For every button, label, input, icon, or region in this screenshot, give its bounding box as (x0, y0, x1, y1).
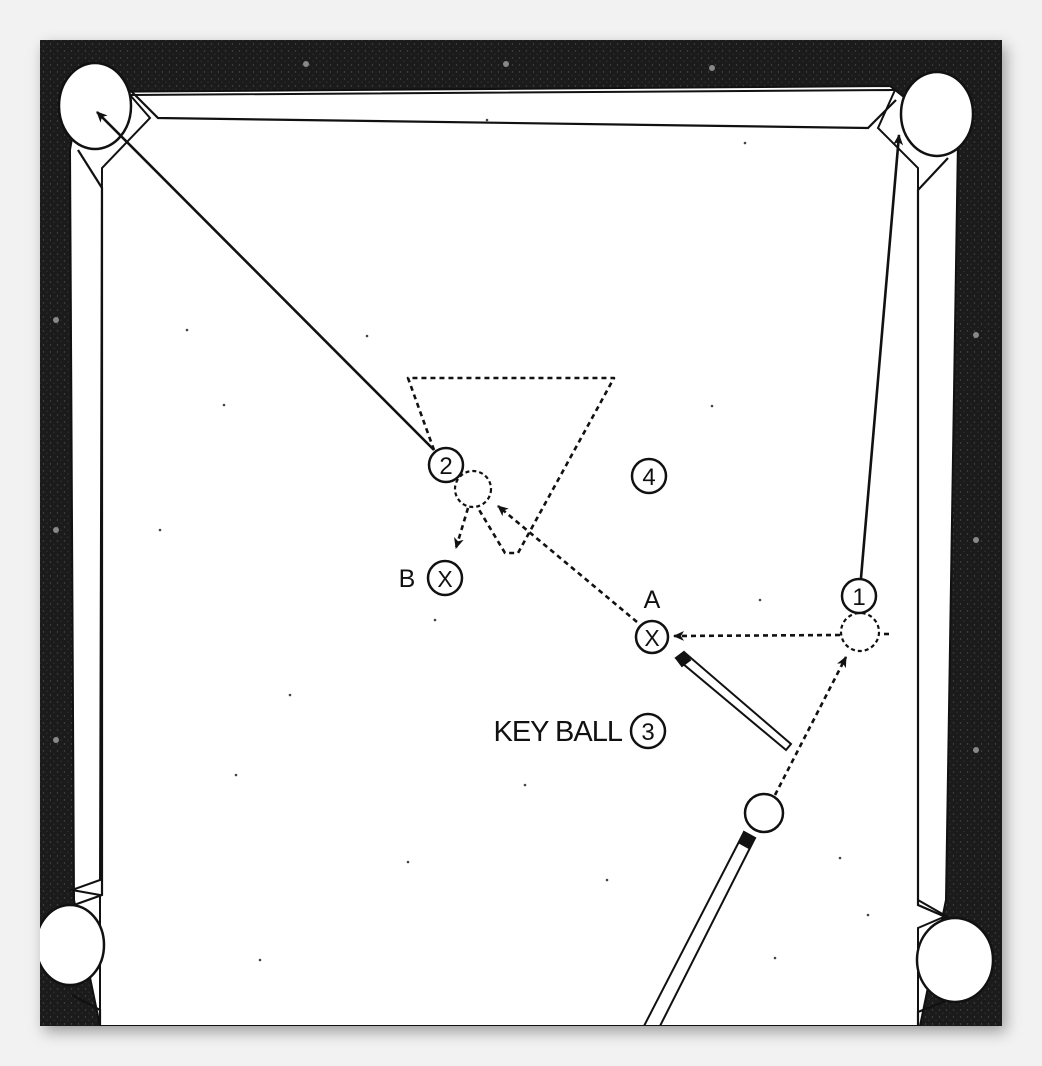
table-cloth (68, 88, 949, 1026)
position-A-marker: X (644, 625, 659, 651)
rail-diamond (973, 747, 979, 753)
position-B-label: B (399, 565, 416, 593)
rail-diamond (973, 332, 979, 338)
cue-stick-middle (674, 650, 793, 752)
ball-4-number: 4 (642, 464, 655, 491)
key-ball-label: KEY BALL (493, 716, 622, 748)
cue-ball (743, 792, 785, 834)
ball-4: 4 (630, 457, 668, 495)
ball-1: 1 (840, 577, 878, 615)
shot-line-2-to-corner (96, 111, 435, 451)
position-A-label: A (644, 586, 661, 614)
position-B: B X (399, 559, 464, 597)
key-ball: KEY BALL 3 (493, 712, 667, 750)
pool-shot-diagram: 2 4 1 A X B X KEY BALL 3 (40, 40, 1002, 1026)
rail-diamond (53, 317, 59, 323)
rail-diamond (53, 527, 59, 533)
cushion-lines (71, 89, 949, 1026)
path-ghost-to-B (454, 507, 470, 549)
rail-diamond (53, 737, 59, 743)
path-cue-to-ball1 (773, 656, 848, 796)
path-ball1-to-A (673, 630, 841, 641)
ball-1-number: 1 (852, 584, 865, 611)
path-A-to-ball2 (497, 505, 638, 623)
shot-line-1-to-corner (859, 134, 904, 579)
cloth-speckles (158, 118, 870, 962)
ball-3-number: 3 (641, 719, 654, 746)
position-A: A X (634, 586, 670, 655)
rack-outline (406, 376, 616, 555)
ghost-ball-2 (453, 469, 493, 509)
cue-ball-paths (454, 505, 892, 796)
ball-2: 2 (427, 446, 465, 484)
position-B-marker: X (437, 566, 452, 592)
pocket-bottom-left (40, 903, 106, 987)
rail-diamond (503, 61, 509, 67)
rail-diamond (709, 65, 715, 71)
ghost-ball-1 (839, 611, 881, 653)
rail-diamond (303, 61, 309, 67)
pocket-bottom-right (915, 916, 995, 1004)
cue-stick-lower (642, 830, 757, 1026)
ball-3 (629, 712, 667, 750)
pocket-top-right (899, 70, 975, 158)
ball-2-number: 2 (439, 453, 452, 480)
rail-diamond (973, 537, 979, 543)
